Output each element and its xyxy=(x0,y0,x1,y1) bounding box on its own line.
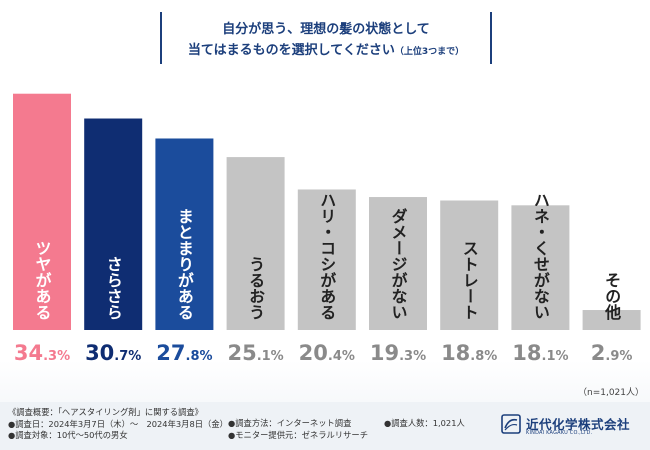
category-label-3: まとまりがある xyxy=(175,208,194,320)
value-label-4: 25.1% xyxy=(227,341,283,365)
survey-footer: 《調査概要：「ヘアスタイリング剤」に関する調査》 ●調査日：2024年3月7日（… xyxy=(0,402,650,450)
chart-title: 自分が思う、理想の髪の状態として 当てはまるものを選択してください（上位3つまで… xyxy=(160,12,492,64)
category-label-9: その他 xyxy=(602,272,622,321)
bar-6 xyxy=(369,197,427,330)
category-label-8: ハネ・くせがない xyxy=(531,192,550,320)
title-line-2-main: 当てはまるものを選択してください xyxy=(187,43,395,58)
bar-5 xyxy=(297,189,356,330)
value-label-6: 19.3% xyxy=(370,341,426,365)
bar-1 xyxy=(13,93,71,330)
bar-chart: ツヤがある 34.3% さらさら 30.7% まとまりがある 27.8% うるおう 25.1%… xyxy=(13,93,641,365)
value-label-8: 18.1% xyxy=(512,341,568,365)
bar-3 xyxy=(155,138,214,330)
title-line-2: 当てはまるものを選択してください（上位3つまで） xyxy=(162,39,490,58)
footer-line: 《調査概要：「ヘアスタイリング剤」に関する調査》 xyxy=(8,407,203,417)
bar-9 xyxy=(582,310,641,330)
company-logo-icon xyxy=(501,414,521,434)
company-name-en: KINDAI KAGAKU CO.,LTD. xyxy=(526,430,593,436)
value-label-1: 34.3% xyxy=(14,341,70,365)
category-label-6: ダメージがない xyxy=(389,207,408,320)
value-label-2: 30.7% xyxy=(85,341,141,365)
value-label-3: 27.8% xyxy=(156,341,212,365)
footer-col-1: 《調査概要：「ヘアスタイリング剤」に関する調査》 ●調査日：2024年3月7日（… xyxy=(8,407,228,442)
value-label-7: 18.8% xyxy=(441,341,497,365)
company-name: 近代化学株式会社 xyxy=(526,417,631,432)
title-line-1: 自分が思う、理想の髪の状態として xyxy=(222,22,430,37)
footer-line: ●調査対象：10代〜50代の男女 xyxy=(8,430,128,440)
footer-line: ●調査日：2024年3月7日（木）〜 2024年3月8日（金） xyxy=(8,418,228,429)
footer-col-2: ●調査方法：インターネット調査 ●モニター提供元：ゼネラルリサーチ xyxy=(228,418,368,441)
category-label-1: ツヤがある xyxy=(33,240,52,320)
footer-line: ●モニター提供元：ゼネラルリサーチ xyxy=(228,429,368,440)
category-label-2: さらさら xyxy=(104,256,123,320)
category-label-5: ハリ・コシがある xyxy=(317,192,336,320)
footer-line: ●調査人数：1,021人 xyxy=(384,418,465,428)
bar-4 xyxy=(226,157,285,330)
sample-size-note: （n=1,021人） xyxy=(577,388,644,398)
title-line-2-note: （上位3つまで） xyxy=(394,47,465,57)
value-label-5: 20.4% xyxy=(299,341,355,365)
category-label-7: ストレート xyxy=(460,240,479,320)
value-label-9: 2.9% xyxy=(591,341,633,365)
bar-2 xyxy=(84,118,143,330)
footer-col-3: ●調査人数：1,021人 xyxy=(384,418,465,430)
bar-8 xyxy=(511,205,570,330)
category-label-4: うるおう xyxy=(246,256,265,320)
bar-7 xyxy=(440,200,499,330)
footer-line: ●調査方法：インターネット調査 xyxy=(228,418,352,428)
